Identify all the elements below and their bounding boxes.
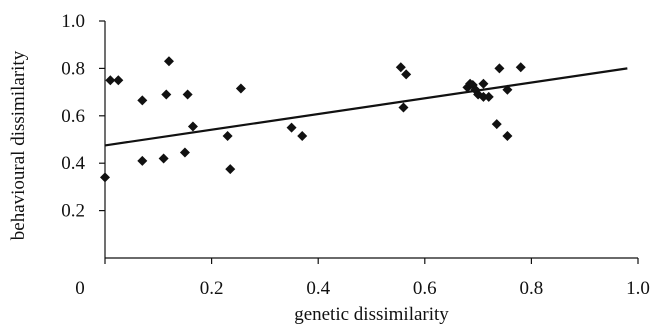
data-point	[478, 91, 489, 102]
data-point	[182, 89, 193, 100]
y-tick-label: 0.6	[61, 106, 85, 127]
data-point	[515, 62, 526, 73]
data-point	[494, 63, 505, 74]
data-point	[137, 155, 148, 166]
data-point	[483, 91, 494, 102]
data-point	[179, 147, 190, 158]
data-point	[502, 130, 513, 141]
data-point	[225, 164, 236, 175]
data-point	[478, 78, 489, 89]
y-tick-label: 0.2	[61, 201, 85, 222]
data-point	[161, 89, 172, 100]
x-tick-label: 0	[75, 278, 85, 299]
data-point	[113, 75, 124, 86]
data-point	[398, 102, 409, 113]
y-axis-ticks: 0.2 0.4 0.6 0.8 1.0	[61, 11, 105, 222]
data-point	[187, 121, 198, 132]
y-tick-label: 0.4	[61, 153, 85, 174]
y-tick-label: 1.0	[61, 11, 85, 32]
x-tick-label: 0.8	[520, 278, 544, 299]
data-point	[297, 130, 308, 141]
y-axis-label: behavioural dissimilarity	[8, 50, 29, 240]
data-point	[137, 95, 148, 106]
data-point	[163, 56, 174, 67]
x-tick-label: 0.4	[306, 278, 330, 299]
x-tick-label: 0.2	[200, 278, 224, 299]
data-point	[286, 122, 297, 133]
data-point	[491, 119, 502, 130]
data-point	[222, 130, 233, 141]
data-point	[235, 83, 246, 94]
x-tick-label: 1.0	[626, 278, 650, 299]
trendline	[104, 67, 628, 147]
data-point	[105, 75, 116, 86]
plot-area: 0.2 0.4 0.6 0.8 1.0 0 0.2 0.4 0.6 0.8 1.0	[61, 11, 650, 299]
x-tick-label: 0.6	[413, 278, 437, 299]
data-point	[158, 153, 169, 164]
y-tick-label: 0.8	[61, 58, 85, 79]
x-axis-label: genetic dissimilarity	[294, 304, 449, 325]
data-point	[100, 172, 110, 183]
data-point	[395, 62, 406, 73]
data-points	[100, 56, 526, 183]
data-point	[401, 69, 412, 80]
x-axis-ticks: 0 0.2 0.4 0.6 0.8 1.0	[75, 258, 650, 299]
